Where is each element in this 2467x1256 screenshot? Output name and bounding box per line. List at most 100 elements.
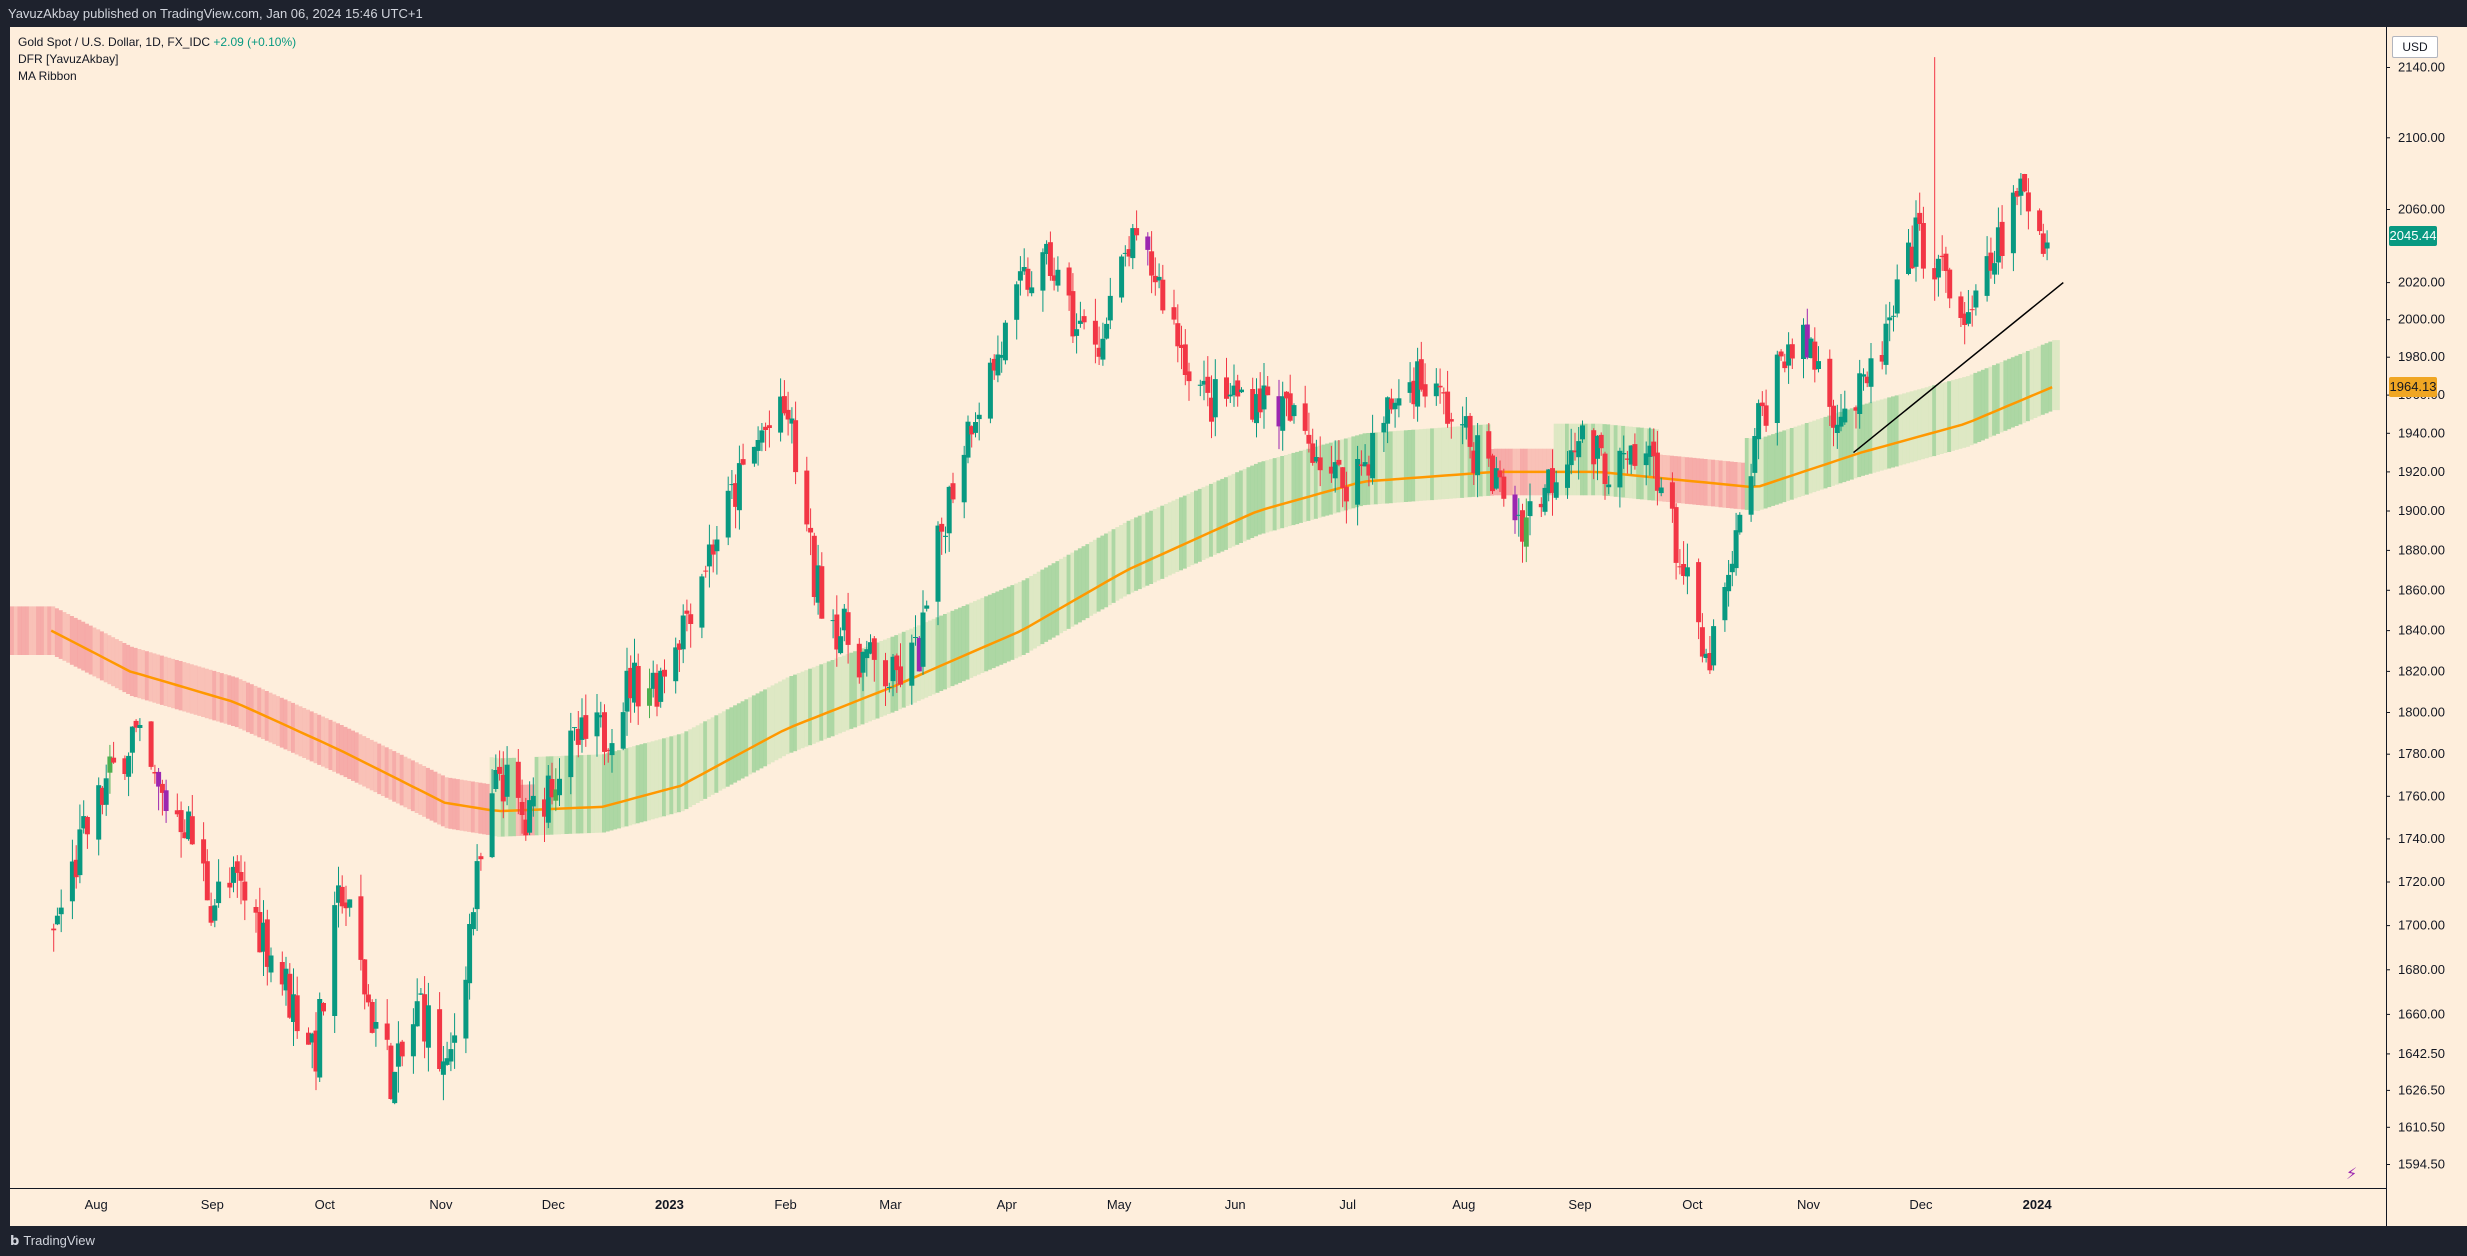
time-tick-label: Jul <box>1339 1197 1356 1212</box>
time-tick-label: Mar <box>879 1197 902 1212</box>
ribbon-segment <box>905 630 910 706</box>
ribbon-segment <box>1467 425 1472 498</box>
ribbon-segment <box>2040 344 2045 415</box>
chart-area[interactable] <box>10 27 2386 1188</box>
ribbon-segment <box>1032 573 1037 649</box>
ribbon-segment <box>830 660 835 737</box>
candle-body <box>2014 191 2020 197</box>
ribbon-segment <box>2055 340 2060 411</box>
ribbon-segment <box>1613 425 1618 497</box>
ribbon-segment <box>665 737 670 816</box>
candle-body <box>1160 279 1166 311</box>
ribbon-segment <box>796 673 801 750</box>
ribbon-segment <box>1947 381 1952 452</box>
ribbon-segment <box>1891 396 1895 468</box>
candle-body <box>1651 441 1657 457</box>
candle-body <box>1834 424 1840 433</box>
ribbon-segment <box>935 617 940 693</box>
ribbon-segment <box>1107 531 1112 606</box>
candle-body <box>204 861 210 901</box>
candle-body <box>1209 397 1214 422</box>
candle-body <box>1205 376 1211 393</box>
candle-body <box>189 816 195 845</box>
candle-body <box>1621 453 1627 455</box>
candle-body <box>676 643 682 650</box>
candle-body <box>388 1045 394 1099</box>
price-tick-label: 1594.50 <box>2398 1157 2445 1172</box>
ribbon-segment <box>1156 507 1161 581</box>
candle-body <box>1149 251 1155 276</box>
price-tick-label: 2020.00 <box>2398 275 2445 290</box>
ribbon-segment <box>999 589 1004 665</box>
lightning-icon[interactable]: ⚡ <box>2346 1166 2358 1183</box>
candle-body <box>1411 380 1417 405</box>
currency-button[interactable]: USD <box>2392 36 2438 58</box>
ribbon-segment <box>1231 473 1236 547</box>
ribbon-segment <box>1771 434 1776 506</box>
ribbon-segment <box>2014 355 2019 426</box>
candle-body <box>1868 358 1874 387</box>
indicator-ma-ribbon-label[interactable]: MA Ribbon <box>18 69 77 83</box>
ribbon-segment <box>624 748 629 827</box>
ribbon-segment <box>1849 408 1854 480</box>
candle-body <box>1906 242 1911 274</box>
candle-body <box>594 712 600 737</box>
candle-body <box>313 1030 319 1072</box>
ribbon-segment <box>2025 351 2030 422</box>
candle-body <box>2025 192 2031 212</box>
candle-body <box>1842 408 1848 423</box>
price-tick-label: 1610.50 <box>2398 1119 2445 1134</box>
candle-body <box>1711 626 1717 666</box>
candle-body <box>1628 445 1634 465</box>
candle-body <box>444 1058 450 1065</box>
indicator-dfr-label[interactable]: DFR [YavuzAkbay] <box>18 52 119 66</box>
candle-body <box>448 1049 454 1062</box>
ribbon-segment <box>1134 517 1139 591</box>
candle-body <box>572 727 577 729</box>
ribbon-segment <box>1437 427 1442 500</box>
ribbon-segment <box>939 615 944 691</box>
ribbon-segment <box>695 725 700 803</box>
candle-body <box>1733 530 1739 569</box>
candle-body <box>478 856 484 860</box>
candle-body <box>422 994 428 1042</box>
ribbon-segment <box>1482 424 1487 497</box>
candle-body <box>1857 373 1863 414</box>
ribbon-segment <box>1362 433 1367 506</box>
price-axis[interactable]: 1594.50 1610.50 1626.50 1642.50 1660.00 1680.… <box>2386 27 2467 1226</box>
time-axis[interactable]: Aug Sep Oct Nov Dec 2023 Feb Mar Apr May Jun Jul Aug… <box>10 1188 2386 1226</box>
candle-body <box>133 720 139 728</box>
candle-body <box>156 771 162 787</box>
candle-body <box>234 861 240 873</box>
ribbon-segment <box>639 744 644 823</box>
candle-body <box>497 766 503 774</box>
candle-body <box>935 525 941 602</box>
ribbon-segment <box>1861 404 1865 476</box>
candle-body <box>946 486 952 534</box>
candle-body <box>1441 392 1447 394</box>
ribbon-segment <box>1954 379 1959 450</box>
chart-svg[interactable] <box>10 27 2386 1188</box>
candle-body <box>159 783 165 793</box>
ribbon-segment <box>740 701 745 779</box>
tradingview-logo[interactable]: 𝗯 TradingView <box>10 1226 95 1256</box>
price-axis-svg: 1594.50 1610.50 1626.50 1642.50 1660.00 1680.… <box>2386 27 2445 1226</box>
candle-body <box>815 565 821 603</box>
candle-body <box>725 490 731 538</box>
ribbon-segment <box>744 699 749 777</box>
candle-body <box>1433 383 1439 397</box>
candle-body <box>1737 514 1743 533</box>
candle-body <box>1520 510 1525 542</box>
candle-body <box>1254 394 1259 424</box>
candle-body <box>107 756 113 773</box>
ribbon-segment <box>684 731 689 810</box>
ribbon-segment <box>1381 431 1386 504</box>
candle-body <box>1392 402 1398 410</box>
candle-body <box>1467 415 1473 447</box>
candle-body <box>84 817 90 835</box>
ribbon-segment <box>1782 430 1787 503</box>
ribbon-segment <box>1051 563 1056 638</box>
ribbon-segment <box>1396 430 1401 503</box>
ribbon-segment <box>2003 360 2008 431</box>
ribbon-segment <box>579 755 584 834</box>
